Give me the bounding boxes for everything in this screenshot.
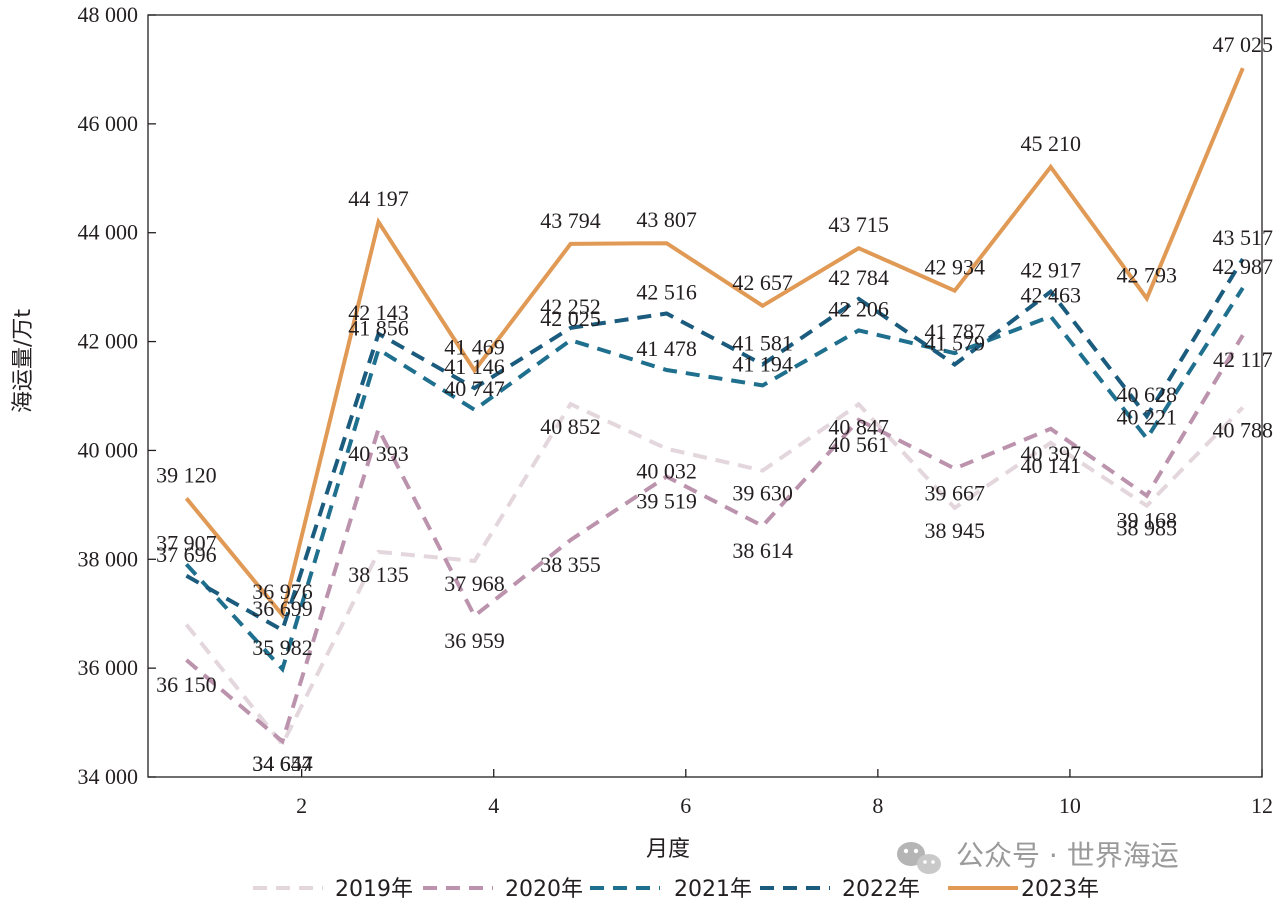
data-label: 42 463	[1020, 282, 1081, 307]
data-label: 36 959	[444, 628, 505, 653]
data-label: 41 478	[636, 336, 697, 361]
y-tick-label: 48 000	[78, 2, 139, 27]
data-label: 42 117	[1213, 347, 1273, 372]
data-label: 42 917	[1020, 258, 1081, 283]
data-label: 47 025	[1213, 32, 1274, 57]
data-label: 45 210	[1020, 131, 1081, 156]
data-label: 37 968	[444, 571, 505, 596]
data-label: 36 150	[156, 672, 217, 697]
data-label: 34 654	[252, 751, 313, 776]
legend-label: 2020年	[505, 877, 583, 902]
data-label: 42 206	[828, 296, 889, 321]
plot-frame	[147, 14, 1263, 778]
data-label: 43 517	[1213, 225, 1274, 250]
data-label: 40 747	[444, 376, 505, 401]
data-label: 38 135	[348, 562, 409, 587]
y-axis-label: 海运量/万t	[11, 309, 36, 413]
data-label: 43 715	[828, 212, 889, 237]
watermark: 公众号 · 世界海运	[897, 839, 1179, 874]
data-label: 42 143	[348, 300, 409, 325]
data-label: 42 657	[732, 270, 793, 295]
legend-label: 2023年	[1021, 877, 1099, 902]
data-label: 42 934	[924, 255, 985, 280]
x-tick-label: 12	[1251, 793, 1273, 818]
x-tick-label: 6	[680, 793, 691, 818]
data-labels: 34 647 38 135 37 968 40 852 40 032 39 630 40 8…	[156, 32, 1273, 776]
legend: 2019年 2020年 2021年 2022年 2023年	[253, 877, 1099, 902]
y-tick-label: 34 000	[78, 764, 139, 789]
data-label: 41 579	[924, 330, 985, 355]
data-label: 41 856	[348, 315, 409, 340]
data-label: 39 630	[732, 481, 793, 506]
data-label: 40 141	[1020, 453, 1081, 478]
data-label: 42 025	[540, 306, 601, 331]
data-label: 40 852	[540, 414, 601, 439]
data-label: 40 032	[636, 459, 697, 484]
series-line-2019年	[184, 401, 1245, 748]
data-label: 42 784	[828, 265, 889, 290]
data-label: 43 807	[636, 207, 697, 232]
y-tick-label: 46 000	[78, 111, 139, 136]
series-lines	[184, 67, 1245, 748]
y-tick-label: 44 000	[78, 220, 139, 245]
data-label: 41 469	[444, 334, 505, 359]
data-label: 42 987	[1213, 254, 1274, 279]
data-label: 42 516	[636, 279, 697, 304]
data-label: 43 794	[540, 208, 601, 233]
data-label: 41 787	[924, 319, 985, 344]
y-tick-label: 36 000	[78, 655, 139, 680]
axes: 34 000 36 000 38 000 40 000 42 000 44 000 46 0…	[78, 2, 1274, 818]
data-label: 40 847	[828, 414, 889, 439]
x-tick-label: 8	[872, 793, 883, 818]
legend-label: 2022年	[842, 877, 920, 902]
legend-label: 2021年	[674, 877, 752, 902]
data-label: 38 945	[924, 518, 985, 543]
data-label: 37 907	[156, 530, 217, 555]
data-label: 34 647	[252, 751, 313, 776]
data-label: 40 561	[828, 432, 889, 457]
data-label: 41 194	[732, 351, 793, 376]
data-label: 38 355	[540, 552, 601, 577]
data-label: 39 667	[924, 481, 985, 506]
series-line-2023年	[184, 67, 1245, 620]
data-label: 38 985	[1117, 516, 1178, 541]
data-label: 35 982	[252, 635, 313, 660]
data-label: 39 519	[636, 489, 697, 514]
y-tick-label: 42 000	[78, 329, 139, 354]
data-label: 40 788	[1213, 418, 1274, 443]
data-label: 40 393	[348, 441, 409, 466]
data-label: 40 221	[1117, 404, 1178, 429]
data-label: 36 976	[252, 579, 313, 604]
x-axis-label: 月度	[646, 837, 690, 862]
legend-label: 2019年	[335, 877, 413, 902]
series-line-2021年	[184, 286, 1245, 674]
data-label: 39 168	[1117, 508, 1178, 533]
x-tick-label: 4	[488, 793, 499, 818]
wechat-icon	[897, 842, 941, 874]
data-label: 38 614	[732, 538, 793, 563]
series-line-2022年	[185, 257, 1245, 634]
x-tick-label: 2	[296, 793, 307, 818]
y-tick-label: 38 000	[78, 546, 139, 571]
y-tick-label: 40 000	[78, 437, 139, 462]
data-label: 36 699	[252, 596, 313, 621]
data-label: 44 197	[348, 186, 409, 211]
data-label: 40 628	[1117, 382, 1178, 407]
watermark-text: 公众号 · 世界海运	[956, 839, 1179, 872]
series-line-2020年	[185, 334, 1245, 745]
data-label: 42 252	[540, 294, 601, 319]
data-label: 42 793	[1117, 262, 1178, 287]
data-label: 39 120	[156, 462, 217, 487]
data-label: 41 581	[732, 330, 793, 355]
data-label: 37 696	[156, 542, 217, 567]
data-label: 40 397	[1020, 441, 1081, 466]
x-tick-label: 10	[1059, 793, 1081, 818]
data-label: 41 146	[444, 354, 505, 379]
